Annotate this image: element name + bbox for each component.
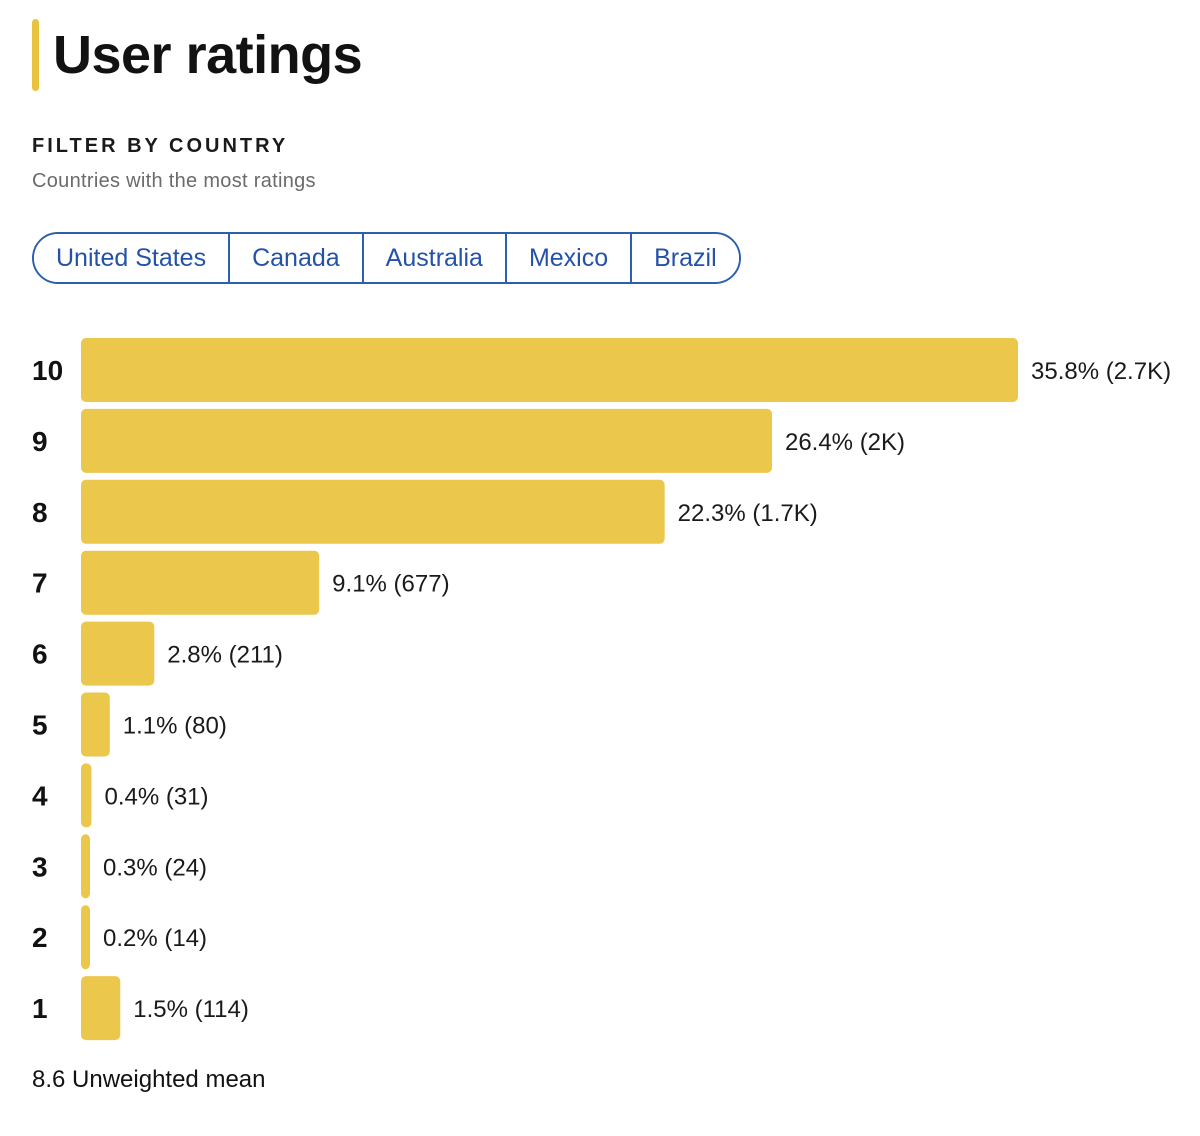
bar-value-label: 26.4% (2K) (785, 429, 905, 456)
bar-value-label: 1.1% (80) (123, 713, 227, 740)
rating-bar[interactable] (81, 976, 121, 1041)
country-chip-brazil[interactable]: Brazil (632, 234, 739, 282)
rating-label: 7 (32, 568, 48, 599)
bar-value-label: 0.4% (31) (104, 783, 208, 810)
rating-label: 6 (32, 639, 48, 670)
rating-label: 1 (32, 993, 48, 1024)
rating-label: 3 (32, 851, 48, 882)
bar-value-label: 0.2% (14) (103, 925, 207, 952)
rating-label: 8 (32, 497, 48, 528)
rating-bar[interactable] (81, 905, 90, 970)
rating-bar[interactable] (81, 479, 665, 544)
bar-value-label: 0.3% (24) (103, 854, 207, 881)
rating-bar[interactable] (81, 338, 1018, 402)
page-title-block: User ratings (32, 18, 363, 92)
title-accent-bar (32, 19, 39, 91)
rating-bar[interactable] (81, 621, 155, 686)
bar-value-label: 2.8% (211) (167, 642, 283, 669)
country-chip-mexico[interactable]: Mexico (506, 234, 633, 282)
rating-bar[interactable] (81, 834, 90, 899)
country-chip-canada[interactable]: Canada (230, 234, 364, 282)
rating-label: 9 (32, 426, 48, 457)
rating-label: 10 (32, 355, 63, 386)
bar-value-label: 1.5% (114) (133, 996, 249, 1023)
rating-bar[interactable] (81, 408, 772, 473)
rating-bar[interactable] (81, 550, 320, 615)
rating-label: 4 (32, 780, 48, 811)
bar-value-label: 35.8% (2.7K) (1031, 358, 1171, 385)
page-title: User ratings (53, 25, 363, 85)
country-chip-australia[interactable]: Australia (363, 234, 507, 282)
country-filter-group: United States Canada Australia Mexico Br… (32, 232, 741, 284)
filter-subheading: Countries with the most ratings (32, 170, 316, 192)
rating-label: 5 (32, 710, 48, 741)
ratings-bar-chart: 10 35.8% (2.7K) 9 26.4% (2K) 8 22.3% (1.7K) 7 9… (32, 338, 1171, 1041)
country-chip-united-states[interactable]: United States (34, 234, 231, 282)
bar-value-label: 9.1% (677) (332, 571, 449, 598)
filter-heading: FILTER BY COUNTRY (32, 135, 289, 157)
unweighted-mean: 8.6 Unweighted mean (32, 1066, 266, 1093)
bar-value-label: 22.3% (1.7K) (678, 500, 818, 527)
rating-bar[interactable] (81, 763, 92, 828)
rating-bar[interactable] (81, 692, 110, 757)
rating-label: 2 (32, 922, 48, 953)
